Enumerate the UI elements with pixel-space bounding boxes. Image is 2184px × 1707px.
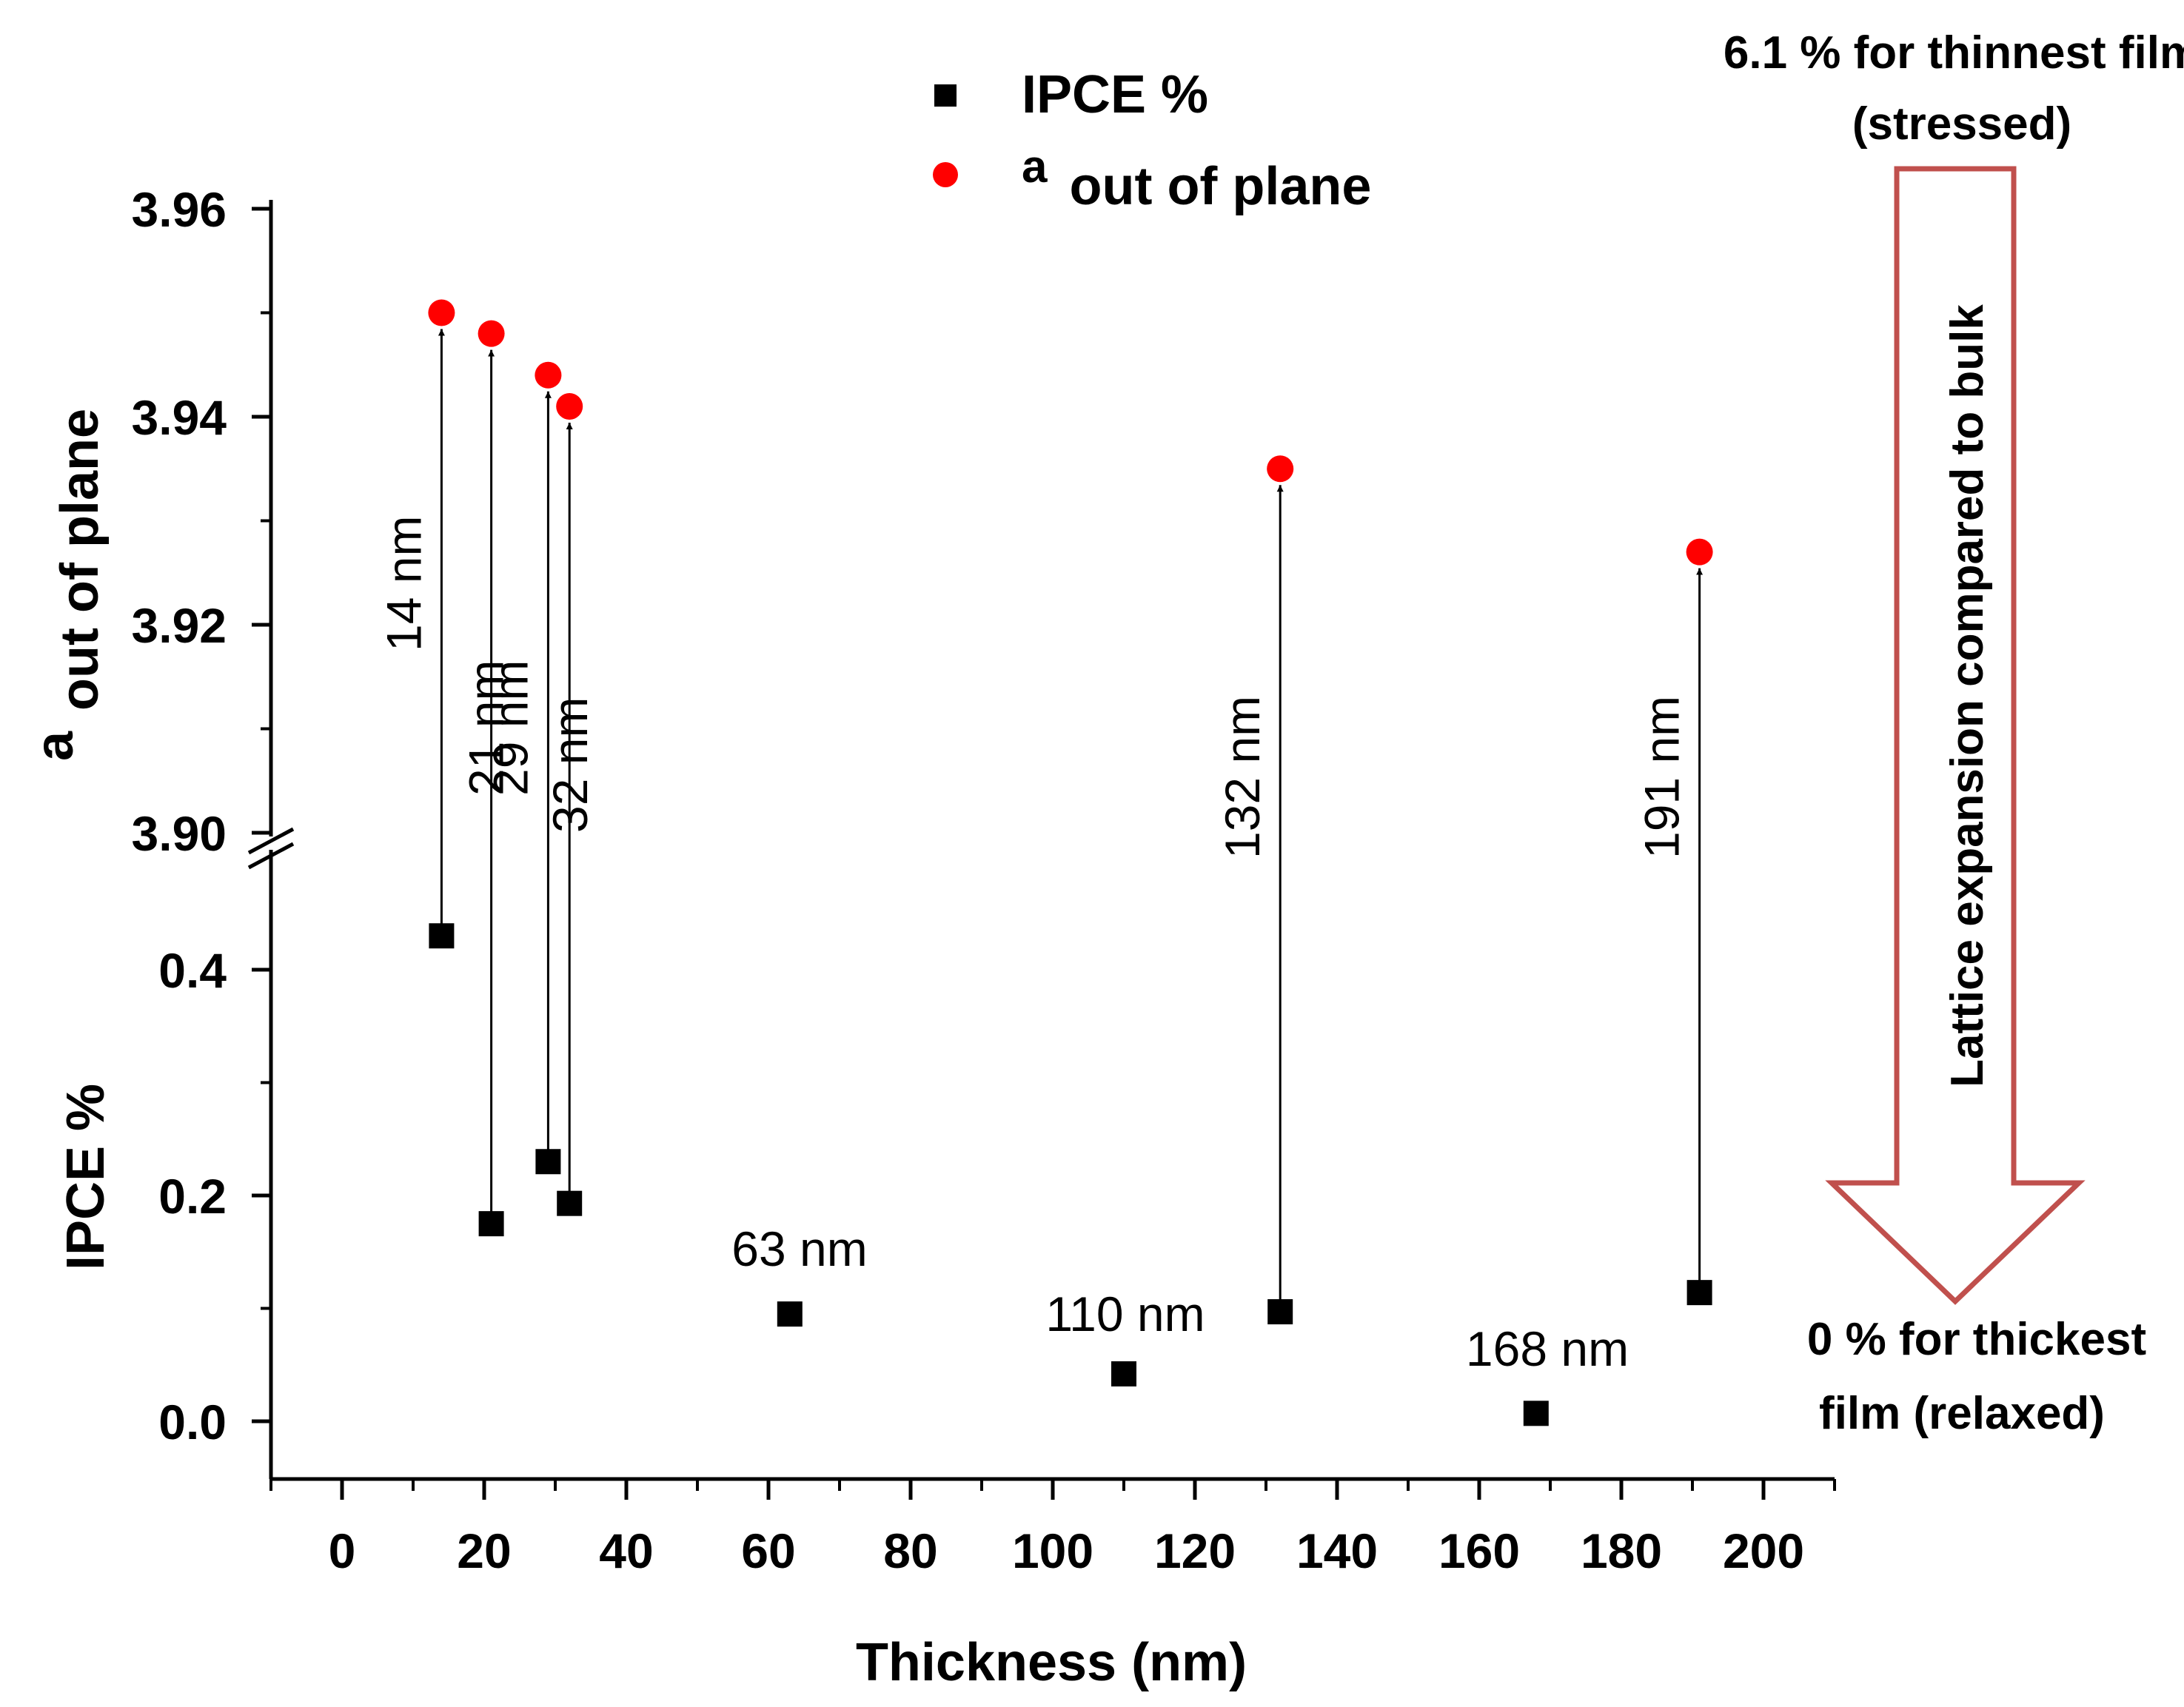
thickest-film-note-line1: 0 % for thickest — [1807, 1314, 2146, 1365]
ipce-point — [1111, 1361, 1136, 1386]
ipce-point — [478, 1211, 504, 1237]
point-thickness-label: 63 nm — [731, 1221, 867, 1276]
a-out-of-plane-point — [1267, 455, 1294, 483]
ipce-point — [1267, 1299, 1293, 1325]
arrow-thickness-label: 191 nm — [1635, 696, 1689, 859]
thinnest-film-note-line1: 6.1 % for thinnest film — [1724, 27, 2184, 78]
point-thickness-label: 168 nm — [1466, 1321, 1629, 1376]
arrow-thickness-label: 132 nm — [1215, 696, 1270, 859]
ipce-point — [1686, 1280, 1712, 1306]
legend-ipce-label: IPCE % — [1022, 65, 1208, 124]
ipce-point — [1523, 1401, 1549, 1426]
x-tick-label: 200 — [1723, 1523, 1804, 1578]
y-upper-tick-label: 3.90 — [132, 806, 227, 861]
lattice-expansion-text: Lattice expansion compared to bulk — [1942, 304, 1993, 1087]
a-out-of-plane-point — [1686, 538, 1713, 566]
ipce-point — [429, 923, 455, 949]
y-axis-label-lower: IPCE % — [56, 1084, 115, 1270]
x-tick-label: 120 — [1154, 1523, 1236, 1578]
ipce-point — [777, 1301, 803, 1327]
thinnest-film-note-line2: (stressed) — [1852, 98, 2071, 150]
y-lower-tick-label: 0.4 — [158, 943, 227, 998]
y-lower-tick-label: 0.0 — [158, 1395, 227, 1449]
x-tick-label: 100 — [1012, 1523, 1093, 1578]
ipce-point — [535, 1149, 561, 1175]
x-tick-label: 180 — [1581, 1523, 1662, 1578]
legend-a-label: a out of plane — [1022, 135, 1371, 216]
x-axis-label: Thickness (nm) — [856, 1633, 1247, 1692]
x-tick-label: 80 — [883, 1523, 937, 1578]
a-out-of-plane-point — [428, 299, 455, 326]
x-tick-label: 0 — [329, 1523, 356, 1578]
side-annotation: 6.1 % for thinnest film (stressed) Latti… — [1724, 27, 2184, 1439]
x-tick-label: 160 — [1438, 1523, 1520, 1578]
ipce-point — [557, 1190, 583, 1216]
y-upper-tick-label: 3.96 — [132, 182, 227, 237]
y-axis-label-upper-main: a — [25, 731, 84, 761]
legend-a-marker — [933, 162, 958, 187]
legend-ipce-marker — [934, 84, 957, 107]
legend-a-main: a — [1022, 141, 1048, 192]
lattice-expansion-arrow — [1825, 166, 2086, 1305]
arrow-thickness-label: 14 nm — [376, 516, 431, 651]
a-out-of-plane-point — [556, 392, 583, 420]
x-tick-label: 20 — [457, 1523, 511, 1578]
legend-a-sub: out of plane — [1070, 157, 1372, 216]
arrow-thickness-label: 32 nm — [543, 697, 597, 833]
x-tick-label: 40 — [599, 1523, 653, 1578]
axis-break-mark — [247, 827, 295, 870]
y-lower-tick-label: 0.2 — [158, 1169, 227, 1224]
a-out-of-plane-point — [478, 320, 505, 347]
arrow-thickness-label: 29 nm — [483, 660, 537, 796]
y-upper-tick-label: 3.92 — [132, 598, 227, 653]
y-axis-label-upper-sub: out of plane — [50, 409, 110, 711]
thickest-film-note-line2: film (relaxed) — [1819, 1388, 2105, 1439]
a-out-of-plane-point — [535, 361, 562, 389]
x-tick-label: 60 — [741, 1523, 795, 1578]
y-upper-tick-label: 3.94 — [132, 390, 227, 445]
arrow-thickness-label: 21 nm — [459, 660, 514, 796]
legend: IPCE % a out of plane — [933, 65, 1371, 216]
point-thickness-label: 110 nm — [1045, 1287, 1205, 1341]
y-axis-label-upper: a out of plane — [25, 409, 110, 761]
x-tick-label: 140 — [1296, 1523, 1378, 1578]
